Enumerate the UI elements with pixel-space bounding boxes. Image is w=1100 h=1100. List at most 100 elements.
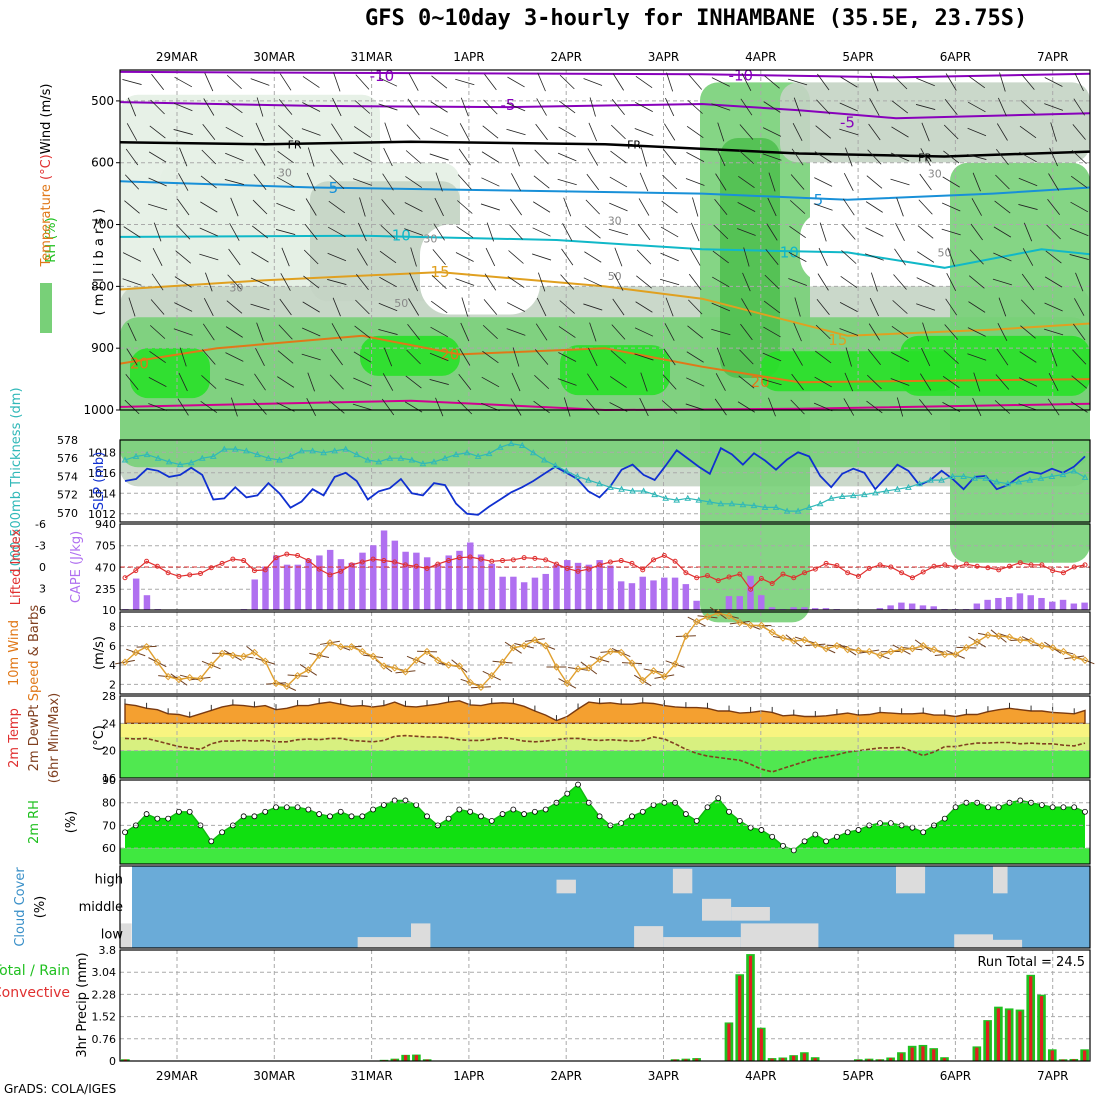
wind-barb	[893, 274, 907, 290]
thickness-point	[386, 454, 394, 461]
thickness-point	[1081, 473, 1089, 480]
wind-barb	[149, 325, 166, 339]
wind-barb	[972, 172, 981, 192]
wind-barb	[122, 252, 142, 262]
cape-bar	[574, 562, 582, 610]
wind-barb	[973, 372, 981, 392]
thickness-point	[485, 450, 493, 457]
wind-barb	[328, 400, 345, 414]
wind-speed-point	[531, 636, 539, 644]
wind-barb	[179, 347, 187, 367]
wind-barb	[122, 278, 142, 286]
wind-barb	[563, 197, 572, 217]
rh2m-axis-label: 2m RH	[27, 800, 42, 844]
lifted-index-point	[165, 570, 171, 576]
wind-barb	[354, 100, 371, 114]
wind-barb	[815, 350, 832, 364]
lifted-index-point	[866, 565, 872, 571]
top-day-label-3APR: 3APR	[648, 50, 679, 64]
thickness-point	[231, 445, 239, 452]
wind-barb	[687, 100, 703, 114]
wind-barb	[891, 351, 909, 363]
cape-bar	[1070, 603, 1078, 610]
wind-barb	[716, 147, 726, 167]
wind-barb	[279, 73, 292, 91]
cape-axis-label-part-0: CAPE (J/kg)	[69, 531, 84, 603]
lifted-index-point	[435, 561, 441, 567]
lifted-index-point	[381, 558, 387, 564]
thickness-point	[198, 454, 206, 461]
lifted-index-point	[942, 562, 948, 568]
cloud-axis-label-part-0: Cloud Cover	[13, 867, 28, 947]
contour-label-17: 30	[608, 215, 622, 228]
wind-barb	[1018, 377, 1038, 387]
lifted-index-point	[230, 556, 236, 562]
wind-barb	[126, 123, 138, 141]
wind-barb	[1018, 204, 1038, 210]
precip-total-label: Total / Rain	[0, 963, 70, 979]
wind-barb	[919, 173, 932, 191]
rh2m-point	[531, 808, 538, 815]
wind-barb	[921, 347, 931, 367]
wind-barb	[967, 353, 987, 361]
precip-convective-bar	[425, 1059, 429, 1061]
wind-speed-point	[649, 667, 658, 675]
wind-barb	[151, 273, 164, 291]
wind-barb	[639, 397, 649, 417]
thickness-ytick-570: 570	[57, 507, 78, 520]
bottom-day-label-4APR: 4APR	[745, 1069, 776, 1083]
rh2m-ytick-60: 60	[102, 842, 116, 855]
wind-barb	[992, 278, 1012, 286]
upper-air-wind-barbs	[122, 72, 1089, 417]
wind-barb	[278, 324, 293, 340]
wind-barb	[506, 302, 526, 312]
wind-barb	[1044, 302, 1063, 312]
rh2m-point	[639, 808, 646, 815]
wind-barb	[637, 223, 651, 241]
precip-convective-bar	[1072, 1059, 1076, 1061]
wind-barb	[148, 376, 167, 388]
cape-bar	[499, 576, 506, 610]
rh2m-point	[262, 808, 269, 815]
thickness-point	[320, 449, 327, 456]
precip-frame	[119, 949, 1091, 1062]
wind-barb	[583, 303, 603, 311]
wind-barb	[378, 329, 398, 335]
wind-barb	[586, 399, 600, 415]
lifted-index-point	[704, 573, 710, 579]
wind-barb	[1020, 299, 1036, 315]
upper-air-ytick-600: 600	[91, 156, 114, 170]
cape-bar	[423, 557, 431, 610]
thickness-point	[971, 474, 979, 481]
wind-barb	[636, 249, 652, 265]
thickness-point	[551, 461, 559, 469]
thickness-point	[905, 483, 912, 490]
thickness-point	[596, 480, 603, 487]
dewpoint-line	[124, 734, 1086, 773]
wind-barb	[814, 151, 832, 163]
wind-speed-point	[488, 671, 496, 680]
precip-convective-bar	[727, 1023, 731, 1061]
contour-label-20: 30	[229, 281, 243, 294]
wind-barb	[152, 247, 163, 267]
cape-bar	[456, 550, 463, 610]
wind-barb	[558, 352, 577, 362]
wind-barb	[226, 100, 243, 114]
wind-barb	[589, 322, 597, 342]
thickness-point	[728, 500, 736, 507]
wind-barb	[253, 399, 267, 415]
wind-barb	[199, 227, 219, 237]
rh2m-units-label-part-0: (%)	[64, 811, 79, 834]
wind-barb	[202, 349, 216, 365]
cloud-gray-low	[954, 934, 993, 948]
wind-barb	[277, 350, 294, 364]
rh2m-point	[887, 820, 894, 827]
wind-barb	[1021, 74, 1035, 90]
wind-barb	[301, 128, 321, 136]
wind-barb	[666, 72, 674, 92]
lifted-index-point	[273, 555, 279, 561]
wind-barb	[355, 299, 370, 315]
wind-barb	[610, 150, 627, 164]
thickness-point	[894, 485, 901, 492]
wind-barb	[1073, 98, 1085, 116]
